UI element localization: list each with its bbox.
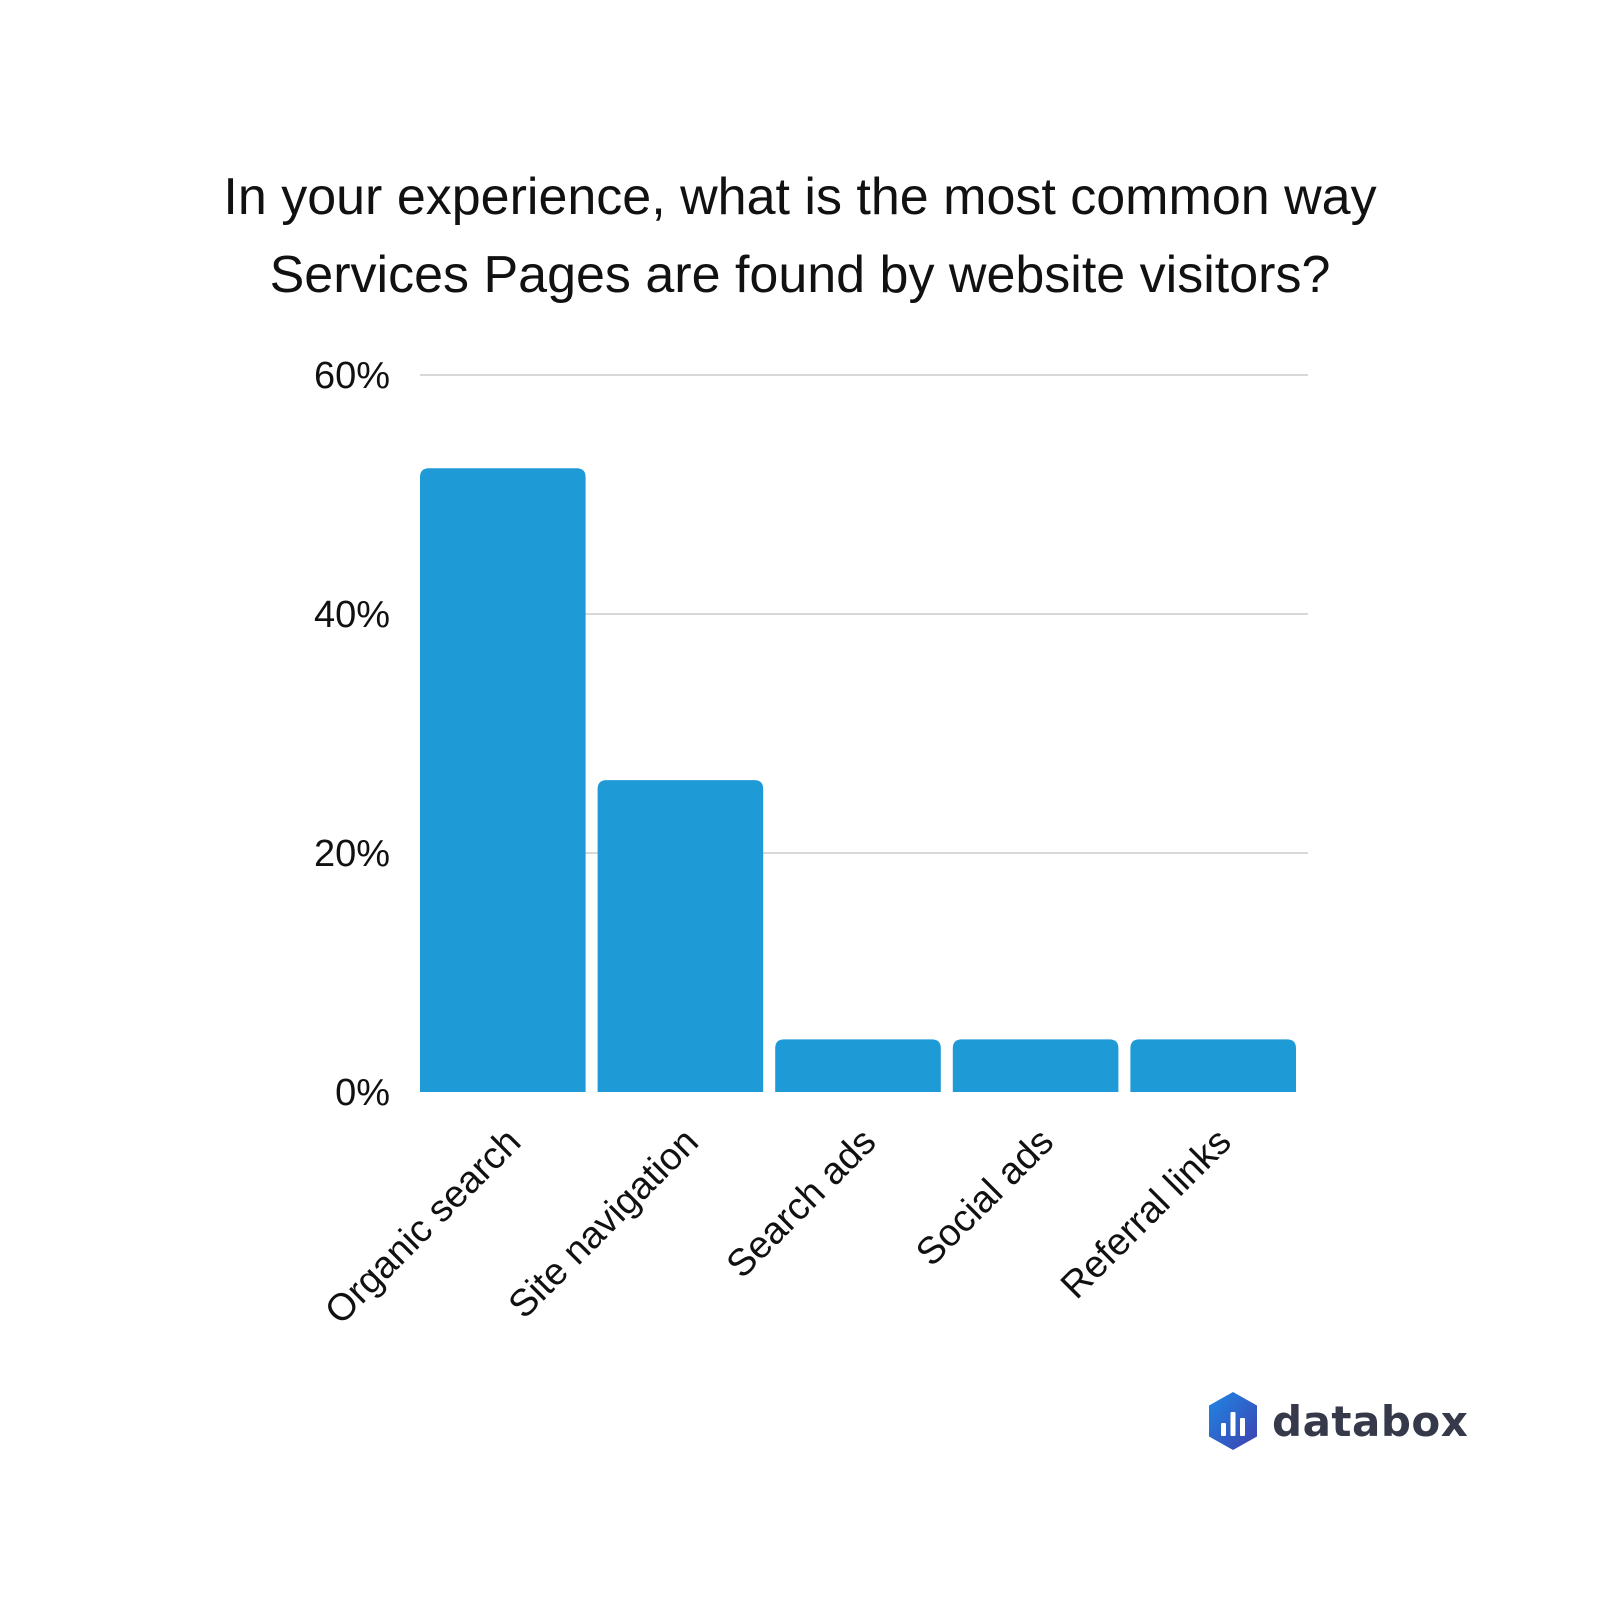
y-tick-label-1: 20% xyxy=(314,833,390,875)
databox-hexagon-logo-icon xyxy=(1209,1392,1257,1450)
x-tick-label-2: Search ads xyxy=(719,1121,885,1287)
y-tick-label-3: 60% xyxy=(314,355,390,397)
chart-title-line-2: Services Pages are found by website visi… xyxy=(269,246,1331,304)
bar-1 xyxy=(597,780,764,1092)
brand-name: databox xyxy=(1272,1396,1469,1446)
bar-3 xyxy=(952,1039,1119,1092)
x-tick-label-1: Site navigation xyxy=(501,1121,707,1327)
x-tick-label-3: Social ads xyxy=(908,1121,1062,1275)
y-axis-ticks: 0% 20% 40% 60% xyxy=(314,355,390,1114)
bars xyxy=(420,468,1296,1093)
x-tick-label-0: Organic search xyxy=(317,1121,529,1333)
brand-logo-block: databox xyxy=(1206,1390,1468,1452)
y-tick-label-0: 0% xyxy=(335,1072,390,1114)
y-tick-label-2: 40% xyxy=(314,594,390,636)
chart-title-line-1: In your experience, what is the most com… xyxy=(223,168,1377,226)
bar-0 xyxy=(420,468,586,1093)
bar-4 xyxy=(1130,1039,1296,1092)
x-tick-label-4: Referral links xyxy=(1053,1121,1239,1307)
chart-title: In your experience, what is the most com… xyxy=(100,158,1500,314)
bar-2 xyxy=(775,1039,941,1092)
